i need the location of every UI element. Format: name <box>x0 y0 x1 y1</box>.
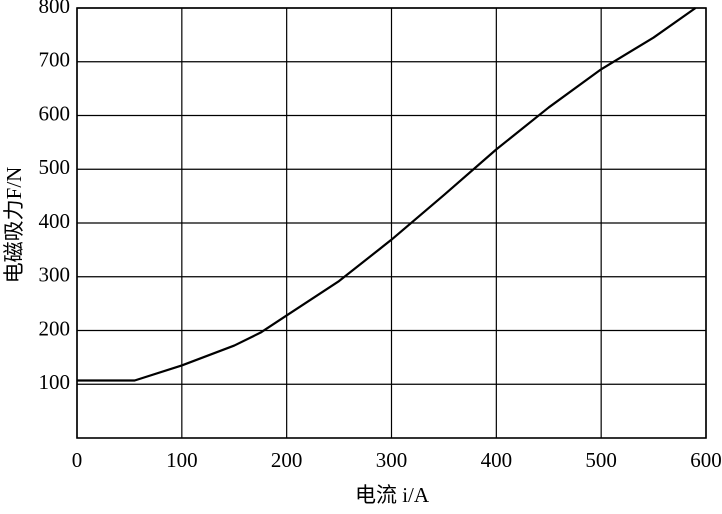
y-tick-label: 500 <box>39 155 71 179</box>
x-tick-label: 500 <box>585 448 617 472</box>
x-tick-label: 400 <box>481 448 513 472</box>
data-line <box>77 7 697 382</box>
y-tick-label: 600 <box>39 101 71 125</box>
y-tick-label: 700 <box>39 48 71 72</box>
y-tick-label: 300 <box>39 263 71 287</box>
x-tick-label: 600 <box>690 448 722 472</box>
x-tick-label: 100 <box>166 448 198 472</box>
y-axis-label: 电磁吸力F/N <box>2 167 26 284</box>
y-tick-label: 400 <box>39 209 71 233</box>
y-tick-label: 100 <box>39 370 71 394</box>
x-tick-label: 0 <box>72 448 83 472</box>
x-tick-label: 300 <box>376 448 408 472</box>
y-tick-label: 800 <box>39 0 71 18</box>
x-tick-label: 200 <box>271 448 303 472</box>
x-axis-label: 电流 i/A <box>355 483 430 507</box>
y-tick-label: 200 <box>39 316 71 340</box>
